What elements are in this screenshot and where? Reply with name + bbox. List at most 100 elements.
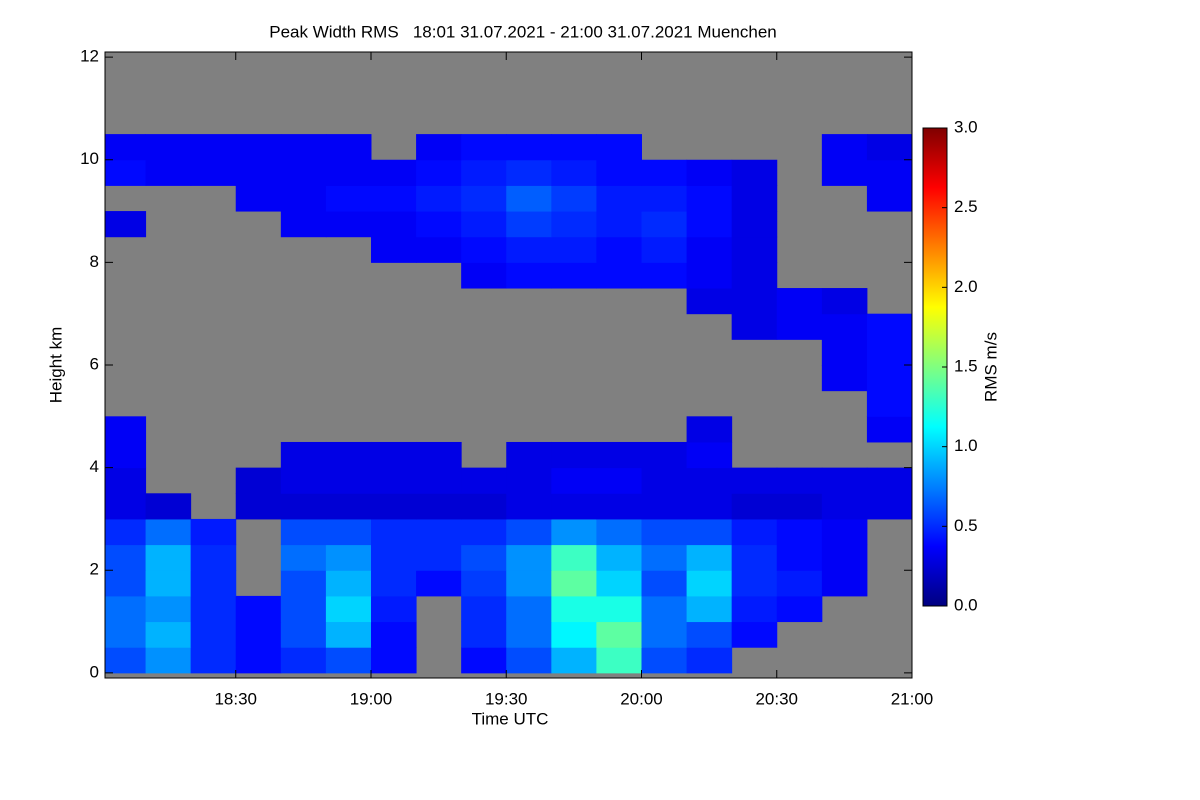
heatmap-cell xyxy=(105,621,147,648)
heatmap-cell xyxy=(416,134,462,161)
heatmap-cell xyxy=(686,595,733,623)
heatmap-cell xyxy=(325,518,372,546)
heatmap-cell xyxy=(821,570,868,597)
heatmap-cell xyxy=(731,236,778,263)
colorbar-tick-label: 1.5 xyxy=(954,356,978,375)
colorbar-tick-label: 0.0 xyxy=(954,595,978,614)
heatmap-cell xyxy=(370,236,417,263)
heatmap-cell xyxy=(105,518,147,546)
chart-title: Peak Width RMS 18:01 31.07.2021 - 21:00 … xyxy=(269,22,777,41)
heatmap-cell xyxy=(280,185,327,212)
heatmap-cell xyxy=(596,467,642,494)
heatmap-cell xyxy=(731,467,778,494)
heatmap-cell xyxy=(325,467,372,494)
heatmap-cell xyxy=(641,185,688,212)
heatmap-cell xyxy=(551,570,597,597)
heatmap-cell xyxy=(821,159,868,186)
heatmap-cell xyxy=(776,493,823,520)
heatmap-cell xyxy=(506,185,552,212)
heatmap-cell xyxy=(235,595,282,623)
heatmap-cell xyxy=(776,518,823,546)
heatmap-cell xyxy=(776,544,823,571)
heatmap-cell xyxy=(145,595,192,623)
heatmap-cell xyxy=(596,134,642,161)
heatmap-cell xyxy=(731,595,778,623)
heatmap-cell xyxy=(641,236,688,263)
colorbar-tick-label: 1.0 xyxy=(954,436,978,455)
heatmap-cell xyxy=(731,518,778,546)
heatmap-cell xyxy=(461,570,507,597)
heatmap-cell xyxy=(551,159,597,186)
heatmap-cell xyxy=(596,185,642,212)
heatmap-cell xyxy=(641,544,688,571)
heatmap-cell xyxy=(190,621,237,648)
heatmap-cell xyxy=(145,647,192,674)
heatmap-cell xyxy=(641,595,688,623)
heatmap-cell xyxy=(731,621,778,648)
heatmap-cell xyxy=(551,467,597,494)
heatmap-cell xyxy=(551,493,597,520)
heatmap-cell xyxy=(190,518,237,546)
heatmap-cell xyxy=(731,544,778,571)
heatmap-cell xyxy=(731,570,778,597)
x-tick-label: 21:00 xyxy=(891,689,934,708)
heatmap-cell xyxy=(105,211,147,238)
heatmap-cell xyxy=(280,441,327,469)
heatmap-cell xyxy=(145,518,192,546)
heatmap-cell xyxy=(105,570,147,597)
heatmap-cell xyxy=(461,595,507,623)
heatmap-cell xyxy=(416,467,462,494)
heatmap-cell xyxy=(686,647,733,674)
heatmap-cell xyxy=(370,159,417,186)
heatmap-cell xyxy=(821,339,868,366)
heatmap-cell xyxy=(731,211,778,238)
heatmap-cell xyxy=(370,185,417,212)
heatmap-cell xyxy=(105,467,147,494)
heatmap-cell xyxy=(506,493,552,520)
y-tick-label: 0 xyxy=(90,662,99,681)
heatmap-cell xyxy=(325,211,372,238)
heatmap-cell xyxy=(551,647,597,674)
heatmap-cell xyxy=(551,262,597,289)
heatmap-cell xyxy=(866,339,912,366)
heatmap-cell xyxy=(686,518,733,546)
heatmap-cell xyxy=(280,159,327,186)
heatmap-cell xyxy=(506,159,552,186)
heatmap-cell xyxy=(821,544,868,571)
heatmap-cell xyxy=(596,159,642,186)
heatmap-cell xyxy=(821,365,868,392)
heatmap-cell xyxy=(596,518,642,546)
heatmap-cell xyxy=(461,262,507,289)
colorbar-tick-label: 2.5 xyxy=(954,197,978,216)
heatmap-cell xyxy=(506,518,552,546)
heatmap-cell xyxy=(105,134,147,161)
heatmap-cell xyxy=(506,570,552,597)
heatmap-cell xyxy=(325,621,372,648)
heatmap-cell xyxy=(686,185,733,212)
heatmap-cell xyxy=(551,211,597,238)
heatmap-cell xyxy=(551,441,597,469)
y-tick-label: 8 xyxy=(90,252,99,271)
heatmap-cell xyxy=(506,211,552,238)
heatmap-cell xyxy=(551,621,597,648)
heatmap-cell xyxy=(641,441,688,469)
heatmap-cell xyxy=(641,159,688,186)
heatmap-cell xyxy=(325,493,372,520)
heatmap-cell xyxy=(641,211,688,238)
x-tick-label: 18:30 xyxy=(214,689,257,708)
heatmap-cell xyxy=(551,544,597,571)
heatmap-cell xyxy=(821,134,868,161)
heatmap-cell xyxy=(866,365,912,392)
heatmap-cell xyxy=(235,493,282,520)
heatmap-cell xyxy=(280,493,327,520)
heatmap-cell xyxy=(686,544,733,571)
heatmap-cell xyxy=(280,570,327,597)
heatmap-cell xyxy=(370,441,417,469)
heatmap-cell xyxy=(190,595,237,623)
heatmap-cell xyxy=(461,493,507,520)
heatmap-cell xyxy=(325,544,372,571)
heatmap-cell xyxy=(506,262,552,289)
heatmap-cells xyxy=(105,134,912,674)
heatmap-cell xyxy=(105,441,147,469)
x-tick-label: 19:30 xyxy=(485,689,528,708)
